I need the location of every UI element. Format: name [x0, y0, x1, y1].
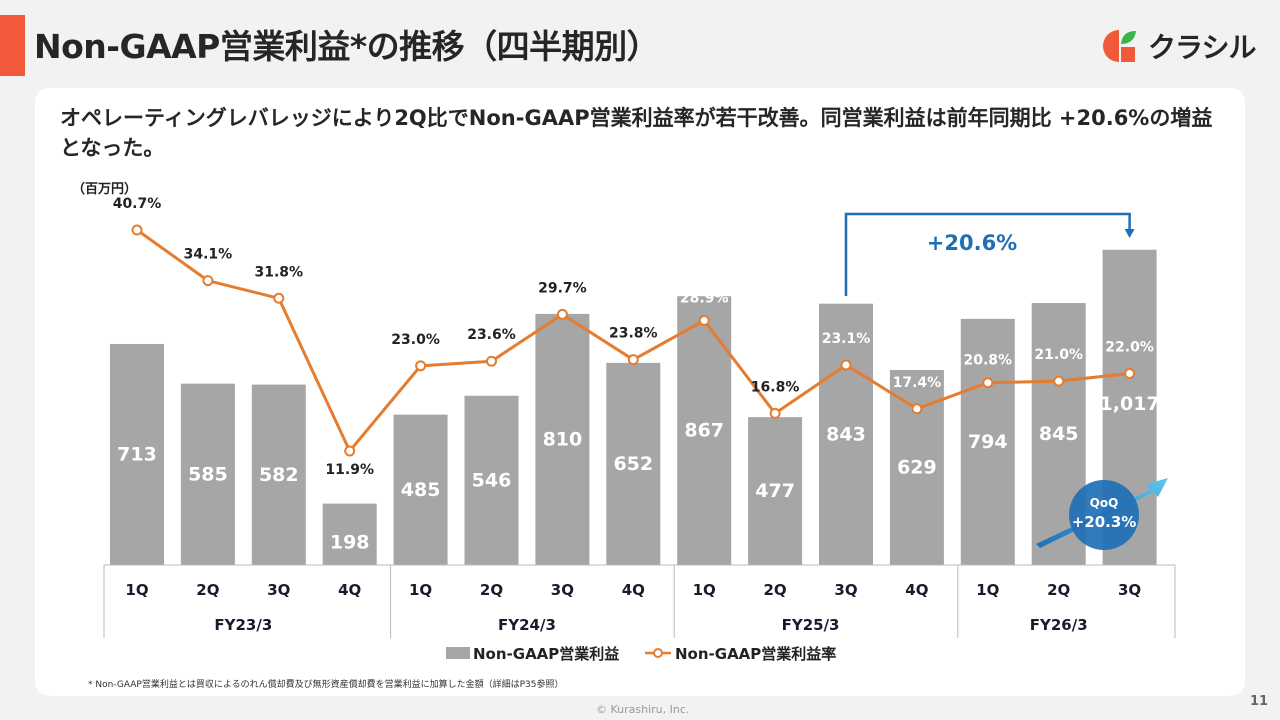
- bar-value-label: 652: [613, 453, 653, 475]
- legend-bar-label: Non-GAAP営業利益: [473, 645, 619, 663]
- bar: [819, 303, 873, 565]
- margin-value-label: 23.8%: [609, 326, 658, 342]
- margin-value-label: 34.1%: [184, 247, 233, 263]
- qoq-value: +20.3%: [1072, 513, 1137, 531]
- quarter-tick-label: 1Q: [125, 581, 148, 599]
- margin-value-label: 29.7%: [538, 280, 587, 296]
- margin-point: [415, 360, 427, 372]
- margin-point: [627, 354, 639, 366]
- page-number: 11: [1250, 694, 1269, 709]
- margin-point: [1124, 367, 1136, 379]
- bar-value-label: 867: [684, 420, 724, 442]
- bar-value-label: 477: [755, 480, 795, 502]
- bar-value-label: 582: [259, 464, 299, 486]
- bar: [393, 414, 448, 565]
- margin-point: [769, 407, 781, 419]
- quarter-tick-label: 2Q: [196, 581, 219, 599]
- bar: [180, 383, 235, 565]
- margin-point: [1053, 375, 1065, 387]
- margin-value-label: 40.7%: [113, 196, 162, 212]
- quarter-tick-label: 1Q: [409, 581, 432, 599]
- bar-value-label: 845: [1039, 423, 1079, 445]
- qoq-badge: [1069, 480, 1139, 550]
- margin-point: [840, 359, 852, 371]
- margin-value-label: 20.8%: [964, 353, 1013, 369]
- margin-point: [698, 315, 710, 327]
- margin-point: [273, 292, 285, 304]
- margin-point: [131, 224, 143, 236]
- quarter-tick-label: 1Q: [693, 581, 716, 599]
- bar: [322, 503, 377, 565]
- bar-value-label: 629: [897, 457, 937, 479]
- margin-value-label: 17.4%: [893, 375, 942, 391]
- quarter-tick-label: 3Q: [834, 581, 857, 599]
- bar: [606, 362, 661, 565]
- margin-value-label: 23.1%: [822, 331, 871, 347]
- bar-value-label: 794: [968, 431, 1008, 453]
- quarter-tick-label: 3Q: [551, 581, 574, 599]
- quarter-tick-label: 4Q: [905, 581, 928, 599]
- fiscal-year-label: FY24/3: [498, 616, 556, 634]
- bar: [960, 318, 1015, 565]
- margin-value-label: 28.9%: [680, 291, 729, 307]
- margin-value-label: 22.0%: [1105, 339, 1154, 355]
- legend-bar-swatch: [446, 647, 470, 659]
- margin-value-label: 16.8%: [751, 379, 800, 395]
- bar: [748, 417, 803, 565]
- title-accent-bar: [0, 15, 25, 76]
- quarter-tick-label: 1Q: [976, 581, 999, 599]
- fiscal-year-label: FY23/3: [214, 616, 272, 634]
- bar-value-label: 546: [472, 469, 512, 491]
- fiscal-year-label: FY26/3: [1030, 616, 1088, 634]
- margin-point: [982, 377, 994, 389]
- margin-value-label: 23.0%: [391, 332, 440, 348]
- yoy-growth-label: +20.6%: [927, 231, 1017, 255]
- copyright: © Kurashiru, Inc.: [596, 703, 690, 716]
- legend-line-marker: [653, 648, 663, 658]
- legend-line-label: Non-GAAP営業利益率: [675, 645, 836, 663]
- footnote: * Non-GAAP営業利益とは買収によるのれん償却費及び無形資産償却費を営業利…: [88, 680, 564, 690]
- logo-text: クラシル: [1148, 31, 1256, 64]
- unit-label: （百万円）: [72, 182, 138, 197]
- bar-value-label: 485: [401, 479, 441, 501]
- bar-value-label: 1,017: [1100, 393, 1160, 415]
- margin-value-label: 23.6%: [467, 327, 516, 343]
- margin-point: [911, 403, 923, 415]
- margin-value-label: 11.9%: [325, 462, 374, 478]
- kurashiru-logo: クラシル: [1102, 28, 1256, 64]
- quarter-tick-label: 4Q: [622, 581, 645, 599]
- bar-value-label: 585: [188, 463, 228, 485]
- bar-value-label: 810: [543, 428, 583, 450]
- margin-value-label: 31.8%: [255, 264, 304, 280]
- bar: [677, 296, 732, 565]
- margin-point: [344, 445, 356, 457]
- page-title: Non-GAAP営業利益*の推移（四半期別）: [34, 27, 660, 66]
- quarter-tick-label: 2Q: [1047, 581, 1070, 599]
- yoy-bracket: [844, 212, 1131, 296]
- bar: [535, 313, 590, 565]
- headline: オペレーティングレバレッジにより2Q比でNon-GAAP営業利益率が若干改善。同…: [60, 106, 1213, 160]
- quarter-tick-label: 3Q: [267, 581, 290, 599]
- quarter-tick-label: 3Q: [1118, 581, 1141, 599]
- margin-value-label: 21.0%: [1034, 347, 1083, 363]
- yoy-arrow-head: [1124, 229, 1135, 238]
- bar-value-label: 198: [330, 531, 370, 553]
- margin-point: [202, 275, 214, 287]
- bar-value-label: 713: [117, 443, 157, 465]
- quarter-tick-label: 2Q: [480, 581, 503, 599]
- logo-icon: [1103, 30, 1136, 62]
- quarter-tick-label: 4Q: [338, 581, 361, 599]
- quarter-tick-label: 2Q: [763, 581, 786, 599]
- bar: [464, 395, 519, 565]
- margin-point: [486, 355, 497, 367]
- bar: [251, 384, 306, 565]
- qoq-title: QoQ: [1090, 496, 1119, 510]
- bar: [110, 343, 164, 565]
- fiscal-year-label: FY25/3: [782, 616, 840, 634]
- margin-point: [556, 308, 568, 320]
- bar-value-label: 843: [826, 423, 866, 445]
